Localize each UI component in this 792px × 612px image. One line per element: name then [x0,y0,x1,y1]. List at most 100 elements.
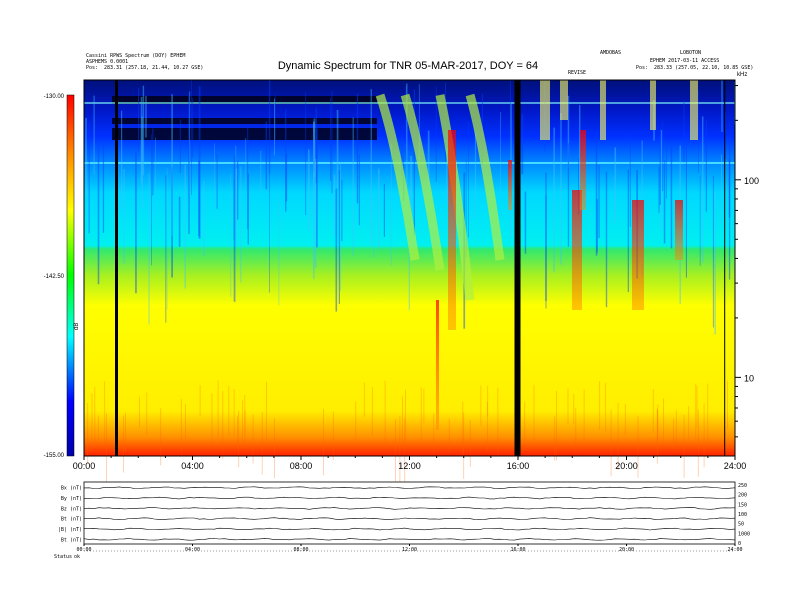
texture-streak [285,153,288,202]
texture-streak [121,110,123,211]
burst-column [436,300,439,430]
texture-streak [140,97,143,183]
texture-streak [313,118,316,178]
texture-streak [705,119,707,212]
texture-streak [521,113,524,175]
texture-streak [657,409,658,451]
texture-streak [575,407,577,452]
texture-streak [446,148,448,203]
colorbar-tick-bottom: -155.00 [44,453,65,459]
lower-row-label: Bt (nT) [61,517,82,523]
texture-streak [605,382,607,432]
texture-streak [637,415,639,478]
texture-streak [405,389,406,442]
lower-frame [83,481,736,545]
texture-streak [123,169,125,264]
texture-streak [567,143,570,247]
texture-streak [247,128,249,230]
texture-streak [401,135,403,176]
texture-streak [235,168,238,246]
texture-streak [171,166,173,278]
texture-streak [238,410,240,468]
burst-column [632,200,644,310]
colorbar-tick-mid: -142.50 [44,274,65,280]
texture-streak [699,176,701,266]
texture-streak [179,119,181,173]
texture-streak [123,415,124,473]
texture-streak [151,134,152,266]
texture-streak [599,381,601,430]
colorbar [66,94,75,457]
texture-streak [135,152,137,294]
texture-streak [268,80,271,175]
texture-streak [663,398,664,444]
texture-streak [418,84,420,171]
lower-right-label: 50 [738,522,744,528]
data-gap [514,80,521,456]
texture-streak [198,160,200,237]
texture-streak [330,97,332,181]
texture-streak [106,413,107,483]
texture-streak [685,134,687,278]
x-tick-label: 04:00 [181,461,204,471]
x-tick-label: 12:00 [398,461,421,471]
texture-streak [465,159,467,259]
texture-streak [338,170,340,304]
texture-streak [142,85,145,176]
texture-streak [242,400,243,441]
lower-x-label: 00:00 [76,547,91,553]
texture-streak [216,154,218,209]
lower-trace [84,527,736,531]
texture-streak [265,121,268,190]
texture-streak [192,97,194,158]
dark-band [112,96,377,104]
texture-streak [88,123,90,234]
texture-streak [352,117,354,256]
lower-trace [84,517,736,520]
burst-column [580,130,586,210]
lower-right-label: 100 [738,512,747,518]
texture-streak [583,389,585,440]
texture-streak [244,394,246,436]
texture-streak [423,388,425,423]
texture-streak [463,412,465,479]
texture-streak [274,418,275,479]
texture-streak [545,195,547,309]
y-tick-label: 10 [744,373,754,383]
texture-streak [384,380,386,445]
spectrogram-background [84,80,735,456]
texture-streak [524,191,527,254]
texture-streak [371,387,373,437]
y-axis: 100 10 kHz [735,72,759,438]
texture-streak [203,180,205,256]
lower-footer-value: ok [74,554,80,560]
texture-streak [410,155,412,214]
texture-streak [487,385,489,417]
texture-streak [487,401,488,452]
header-right-top-a: AMDOBAS [600,50,621,56]
texture-streak [605,171,608,308]
texture-streak [617,402,619,471]
lower-row-label: By (nT) [61,496,82,502]
texture-streak [533,384,535,445]
texture-streak [152,128,154,196]
burst-top [600,80,606,140]
texture-streak [695,383,697,439]
texture-streak [235,145,237,226]
chart-title: Dynamic Spectrum for TNR 05-MAR-2017, DO… [278,60,538,72]
lower-trace [83,507,736,510]
texture-streak [341,179,343,241]
header-right-line2: EPHEM 2017-03-11 ACCESS [650,58,719,64]
texture-streak [573,393,575,425]
texture-streak [405,86,407,160]
texture-streak [228,386,230,437]
spectrogram [83,79,736,486]
texture-streak [335,188,338,312]
texture-streak [675,410,677,446]
lower-row-label: Bz (nT) [61,506,82,512]
texture-streak [683,414,685,478]
dark-band [112,118,377,124]
texture-streak [670,146,673,249]
texture-streak [712,175,714,328]
texture-streak [191,80,192,195]
